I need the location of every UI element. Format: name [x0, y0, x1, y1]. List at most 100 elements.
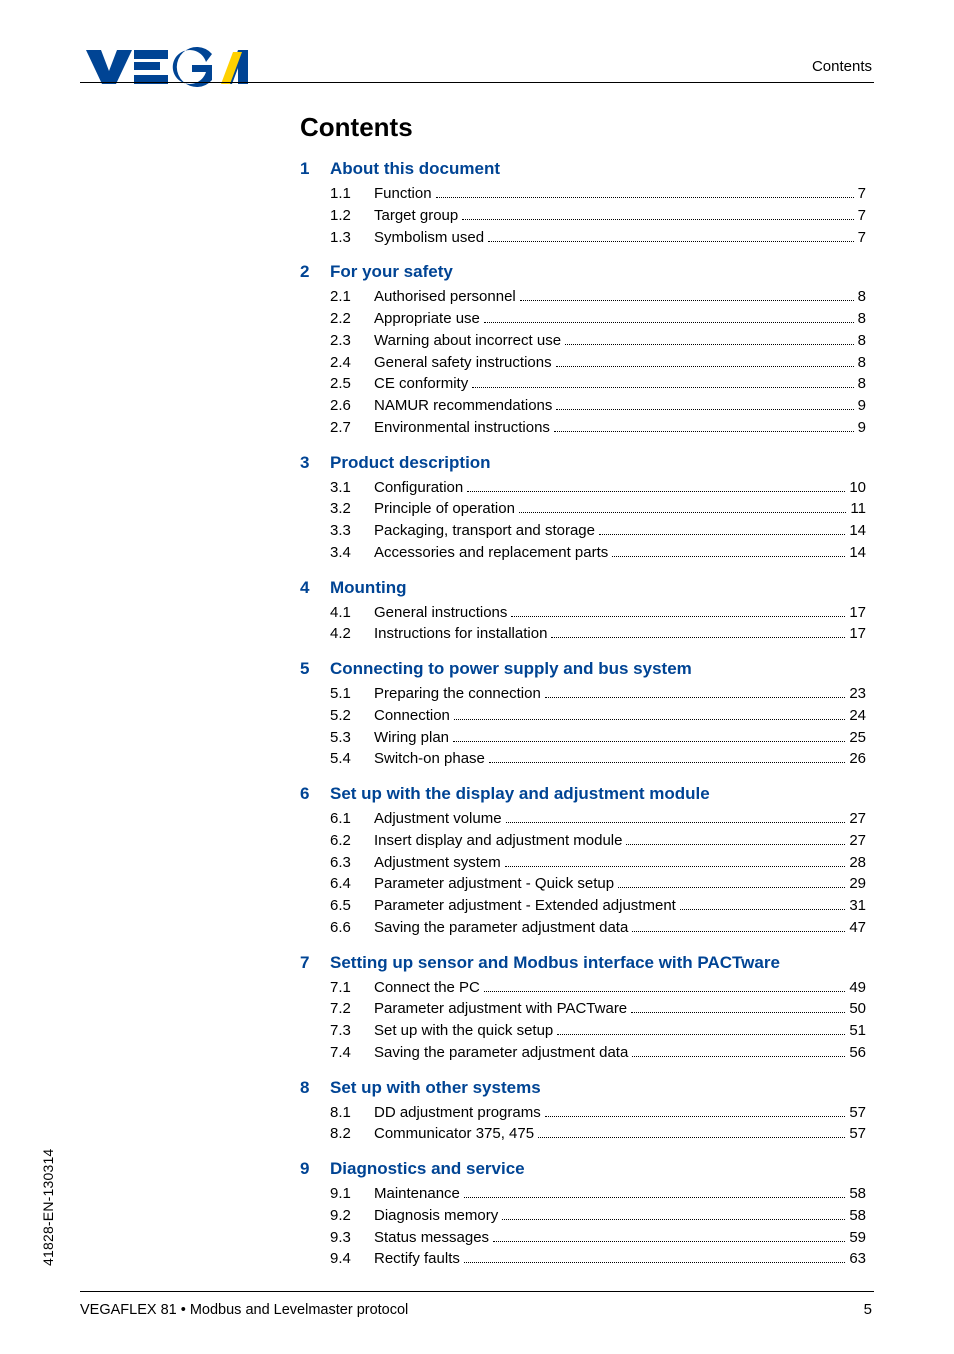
- entry-number: 4.2: [330, 623, 374, 645]
- toc-entry[interactable]: 5.1Preparing the connection23: [330, 683, 866, 705]
- toc-entry[interactable]: 2.2Appropriate use 8: [330, 308, 866, 330]
- toc-entry[interactable]: 1.2Target group7: [330, 205, 866, 227]
- toc-entry[interactable]: 3.1Configuration10: [330, 477, 866, 499]
- entry-leader-dots: [502, 1206, 845, 1220]
- toc-entry[interactable]: 7.1Connect the PC49: [330, 977, 866, 999]
- entry-page: 49: [849, 977, 866, 999]
- toc-entry[interactable]: 9.3Status messages59: [330, 1227, 866, 1249]
- entry-page: 23: [849, 683, 866, 705]
- entry-leader-dots: [462, 206, 853, 220]
- toc-entry[interactable]: 6.1Adjustment volume27: [330, 808, 866, 830]
- entry-page: 7: [858, 205, 866, 227]
- doc-id-vertical: 41828-EN-130314: [40, 1149, 56, 1266]
- entry-leader-dots: [680, 897, 845, 911]
- entry-leader-dots: [484, 978, 845, 992]
- entry-label: Appropriate use: [374, 308, 480, 330]
- toc-entry[interactable]: 2.5CE conformity8: [330, 373, 866, 395]
- entry-number: 2.7: [330, 417, 374, 439]
- toc-entry[interactable]: 1.3Symbolism used7: [330, 227, 866, 249]
- entry-label: Adjustment volume: [374, 808, 502, 830]
- entry-number: 6.6: [330, 917, 374, 939]
- entry-page: 25: [849, 727, 866, 749]
- entry-page: 56: [849, 1042, 866, 1064]
- entry-number: 2.1: [330, 286, 374, 308]
- entry-label: Parameter adjustment - Extended adjustme…: [374, 895, 676, 917]
- toc-entry[interactable]: 4.2Instructions for installation17: [330, 623, 866, 645]
- toc-entry[interactable]: 2.4General safety instructions8: [330, 352, 866, 374]
- toc-entry[interactable]: 7.3Set up with the quick setup51: [330, 1020, 866, 1042]
- toc-entry[interactable]: 8.2Communicator 375, 47557: [330, 1123, 866, 1145]
- toc-entry[interactable]: 6.6Saving the parameter adjustment data 4…: [330, 917, 866, 939]
- toc-entry[interactable]: 5.2Connection24: [330, 705, 866, 727]
- entry-leader-dots: [626, 831, 845, 845]
- entry-page: 58: [849, 1183, 866, 1205]
- entry-number: 9.2: [330, 1205, 374, 1227]
- toc-entry[interactable]: 9.2Diagnosis memory58: [330, 1205, 866, 1227]
- toc-entry[interactable]: 9.1Maintenance58: [330, 1183, 866, 1205]
- toc-section-heading: 4Mounting: [300, 578, 866, 598]
- entry-page: 24: [849, 705, 866, 727]
- toc-entry[interactable]: 2.3Warning about incorrect use8: [330, 330, 866, 352]
- entry-label: General safety instructions: [374, 352, 552, 374]
- entry-label: NAMUR recommendations: [374, 395, 552, 417]
- entry-leader-dots: [436, 185, 854, 199]
- toc-entry[interactable]: 6.5Parameter adjustment - Extended adjus…: [330, 895, 866, 917]
- toc-entry[interactable]: 3.4Accessories and replacement parts14: [330, 542, 866, 564]
- entry-label: Saving the parameter adjustment data: [374, 917, 628, 939]
- entry-number: 2.2: [330, 308, 374, 330]
- section-number: 8: [300, 1078, 330, 1098]
- entry-leader-dots: [565, 331, 854, 345]
- toc-entry[interactable]: 2.6NAMUR recommendations9: [330, 395, 866, 417]
- toc-entry[interactable]: 8.1DD adjustment programs57: [330, 1102, 866, 1124]
- entry-label: Insert display and adjustment module: [374, 830, 622, 852]
- toc-entry[interactable]: 4.1General instructions17: [330, 602, 866, 624]
- entry-number: 7.3: [330, 1020, 374, 1042]
- entry-number: 3.4: [330, 542, 374, 564]
- toc-entry[interactable]: 5.3Wiring plan25: [330, 727, 866, 749]
- toc-section-heading: 6Set up with the display and adjustment …: [300, 784, 866, 804]
- toc-entry[interactable]: 7.2Parameter adjustment with PACTware50: [330, 998, 866, 1020]
- toc-entry[interactable]: 2.7Environmental instructions9: [330, 417, 866, 439]
- toc-entry[interactable]: 6.4Parameter adjustment - Quick setup29: [330, 873, 866, 895]
- entry-number: 4.1: [330, 602, 374, 624]
- entry-page: 47: [849, 917, 866, 939]
- entry-leader-dots: [464, 1185, 845, 1199]
- entry-page: 8: [858, 308, 866, 330]
- entry-label: Accessories and replacement parts: [374, 542, 608, 564]
- section-title: Mounting: [330, 578, 406, 598]
- footer-doc-title: VEGAFLEX 81 • Modbus and Levelmaster pro…: [80, 1302, 408, 1318]
- entry-number: 2.3: [330, 330, 374, 352]
- entry-leader-dots: [631, 1000, 845, 1014]
- entry-label: Preparing the connection: [374, 683, 541, 705]
- toc-entry[interactable]: 2.1Authorised personnel8: [330, 286, 866, 308]
- toc-section-heading: 7Setting up sensor and Modbus interface …: [300, 953, 866, 973]
- entry-number: 5.3: [330, 727, 374, 749]
- entry-label: Connection: [374, 705, 450, 727]
- entry-leader-dots: [545, 1103, 846, 1117]
- entry-label: Communicator 375, 475: [374, 1123, 534, 1145]
- entry-label: Instructions for installation: [374, 623, 547, 645]
- toc-entry[interactable]: 6.3Adjustment system28: [330, 852, 866, 874]
- entry-page: 8: [858, 373, 866, 395]
- entry-page: 11: [850, 498, 866, 520]
- toc-entry[interactable]: 9.4Rectify faults63: [330, 1248, 866, 1270]
- toc-entry[interactable]: 6.2Insert display and adjustment module2…: [330, 830, 866, 852]
- entry-label: Switch-on phase: [374, 748, 485, 770]
- entry-number: 7.4: [330, 1042, 374, 1064]
- entry-number: 8.2: [330, 1123, 374, 1145]
- toc-section-heading: 1About this document: [300, 159, 866, 179]
- toc-entry[interactable]: 7.4Saving the parameter adjustment data5…: [330, 1042, 866, 1064]
- entry-page: 9: [858, 395, 866, 417]
- section-number: 2: [300, 262, 330, 282]
- toc-entry[interactable]: 3.3Packaging, transport and storage14: [330, 520, 866, 542]
- entry-label: Principle of operation: [374, 498, 515, 520]
- entry-label: Rectify faults: [374, 1248, 460, 1270]
- toc-entry[interactable]: 5.4Switch-on phase26: [330, 748, 866, 770]
- toc-entry[interactable]: 1.1Function7: [330, 183, 866, 205]
- entry-page: 14: [849, 520, 866, 542]
- section-number: 6: [300, 784, 330, 804]
- entry-page: 57: [849, 1102, 866, 1124]
- entry-leader-dots: [493, 1228, 845, 1242]
- toc-entry[interactable]: 3.2Principle of operation11: [330, 498, 866, 520]
- toc-title: Contents: [300, 112, 866, 143]
